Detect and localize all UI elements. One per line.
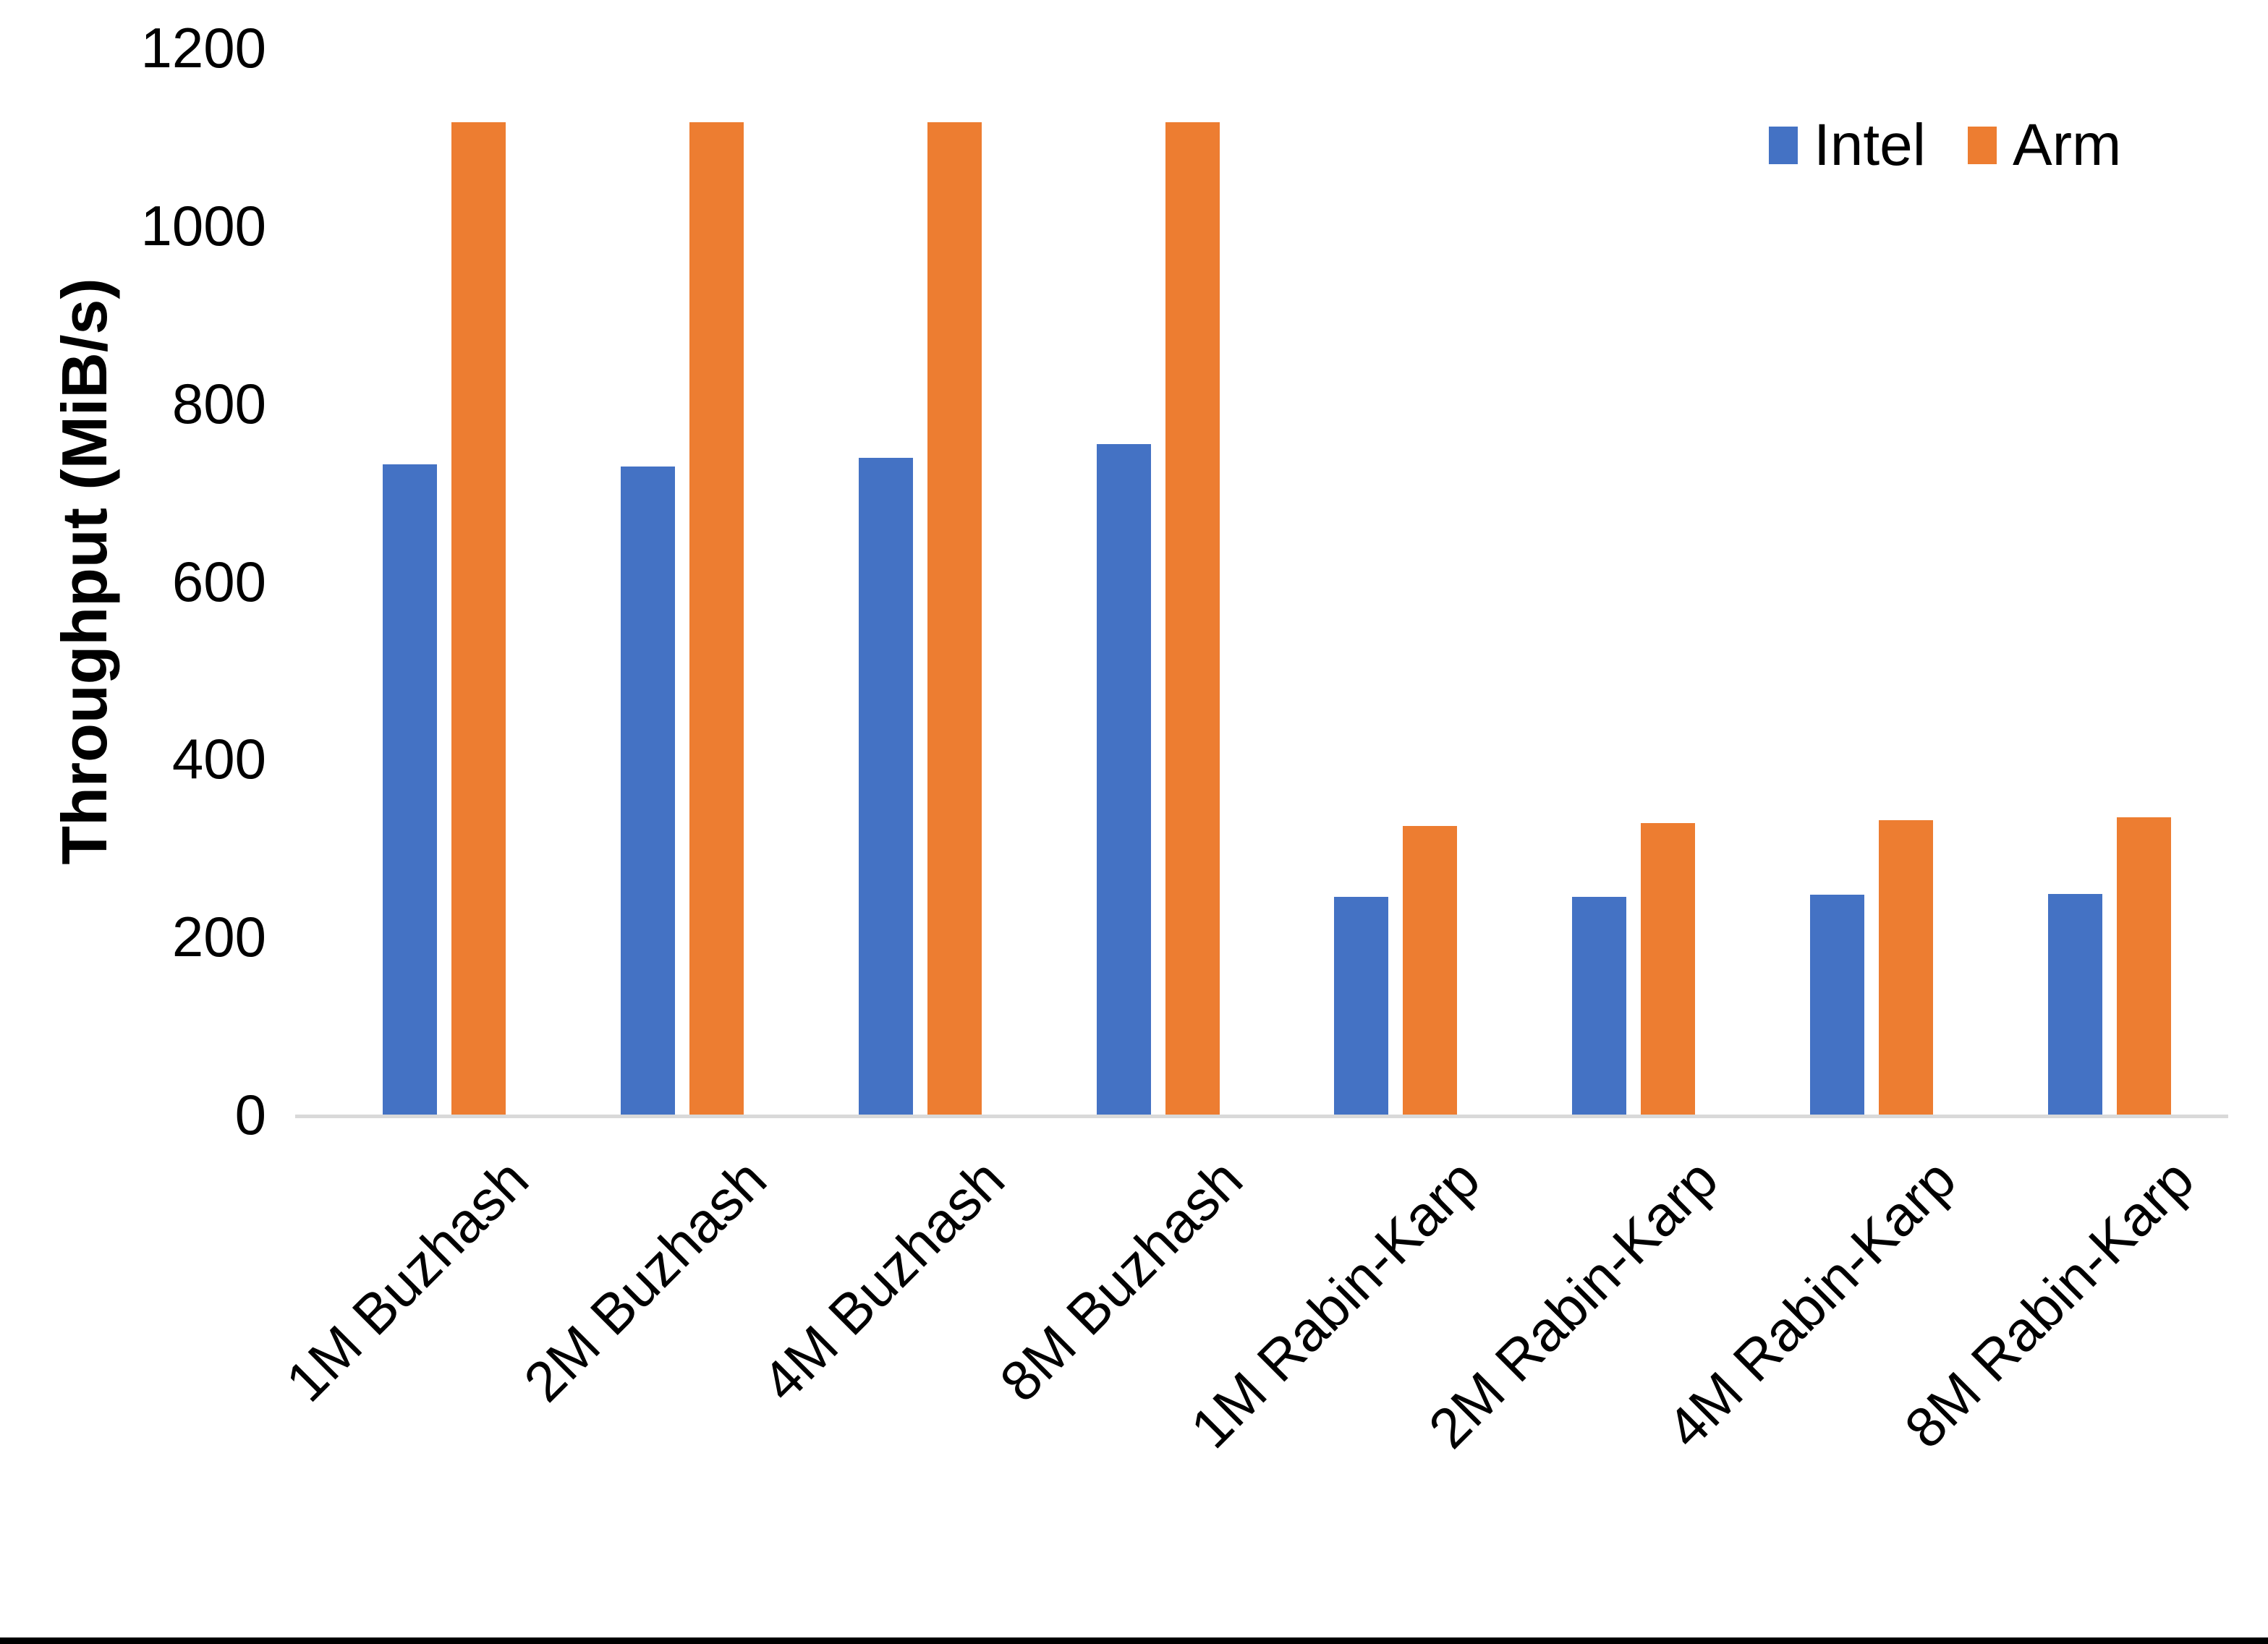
y-tick-200: 200 xyxy=(171,905,266,968)
plot-area xyxy=(295,48,2228,1118)
y-tick-400: 400 xyxy=(171,727,266,791)
y-tick-0: 0 xyxy=(234,1083,266,1146)
legend-swatch-arm xyxy=(1968,127,1997,164)
bar-arm-8m-rabin-karp xyxy=(2117,817,2171,1115)
legend-label-arm: Arm xyxy=(2013,112,2122,178)
bar-arm-2m-rabin-karp xyxy=(1641,823,1695,1115)
bar-intel-2m-buzhash xyxy=(621,467,675,1115)
y-tick-800: 800 xyxy=(171,372,266,435)
legend-swatch-intel xyxy=(1769,127,1798,164)
bar-arm-4m-rabin-karp xyxy=(1879,820,1933,1115)
y-tick-600: 600 xyxy=(171,550,266,613)
bar-intel-1m-rabin-karp xyxy=(1334,897,1388,1115)
bar-intel-8m-buzhash xyxy=(1097,444,1151,1115)
y-tick-1200: 1200 xyxy=(140,16,266,80)
bar-arm-1m-rabin-karp xyxy=(1403,826,1457,1115)
legend: Intel Arm xyxy=(1769,116,2121,175)
bar-intel-4m-rabin-karp xyxy=(1810,895,1864,1115)
y-tick-1000: 1000 xyxy=(140,194,266,257)
bar-intel-2m-rabin-karp xyxy=(1572,897,1626,1115)
bar-intel-8m-rabin-karp xyxy=(2048,894,2102,1115)
bar-arm-2m-buzhash xyxy=(689,122,744,1115)
legend-item-arm: Arm xyxy=(1968,116,2121,175)
bar-arm-8m-buzhash xyxy=(1165,122,1220,1115)
legend-item-intel: Intel xyxy=(1769,116,1926,175)
bar-arm-4m-buzhash xyxy=(927,122,982,1115)
bar-arm-1m-buzhash xyxy=(451,122,506,1115)
legend-label-intel: Intel xyxy=(1814,112,1926,178)
bar-intel-1m-buzhash xyxy=(383,464,437,1115)
bar-intel-4m-buzhash xyxy=(859,458,913,1115)
